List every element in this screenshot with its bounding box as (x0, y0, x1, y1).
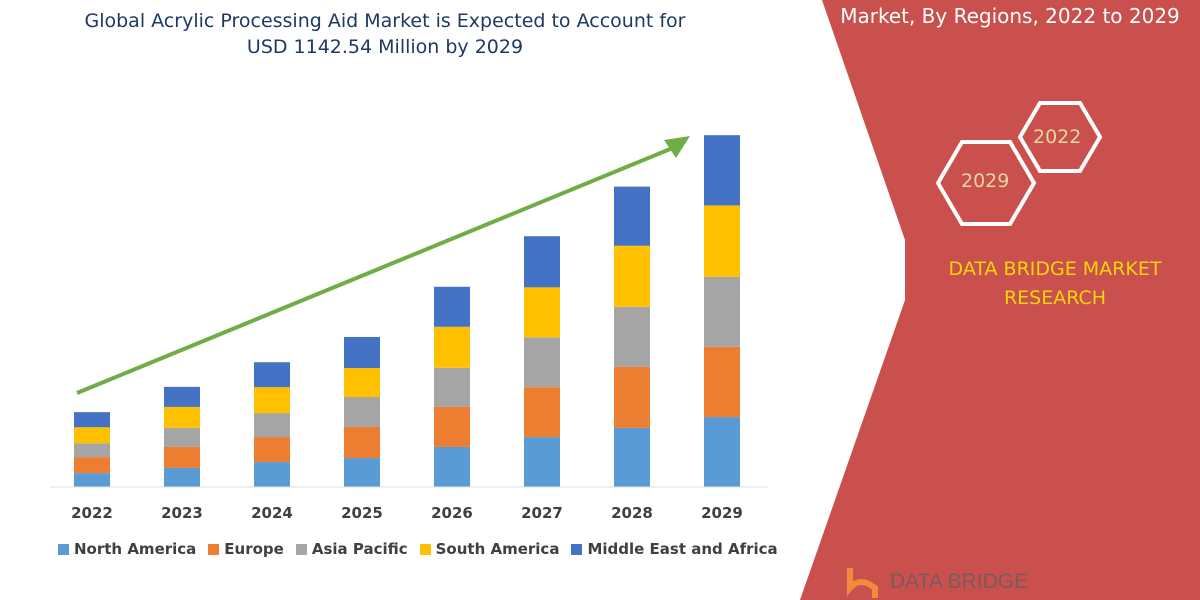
legend-item: Middle East and Africa (571, 540, 778, 558)
legend-item: Europe (208, 540, 284, 558)
legend-swatch (295, 543, 307, 555)
bar-2024-middle-east-and-africa (254, 362, 290, 388)
bar-2022-middle-east-and-africa (74, 412, 110, 428)
bar-2024-asia-pacific (254, 413, 290, 438)
bar-2022-europe (74, 457, 110, 474)
legend-label: Europe (224, 540, 284, 558)
bar-2028-middle-east-and-africa (614, 186, 650, 246)
legend-item: South America (419, 540, 560, 558)
legend-label: Middle East and Africa (587, 540, 778, 558)
brand-text: DATA BRIDGE MARKET RESEARCH (915, 255, 1195, 313)
brand-line-2: RESEARCH (1003, 287, 1107, 309)
legend-swatch (208, 543, 220, 555)
trend-arrow-head (664, 136, 690, 158)
logo-icon (847, 568, 878, 598)
bar-2023-asia-pacific (164, 427, 200, 447)
bar-2024-europe (254, 437, 290, 463)
bar-2026-europe (434, 406, 470, 447)
bar-2029-south-america (704, 205, 740, 277)
brand-line-1: DATA BRIDGE MARKET (948, 258, 1162, 280)
x-tick-label: 2029 (701, 504, 743, 522)
bar-2028-north-america (614, 427, 650, 487)
x-tick-labels: 2022 2023 2024 2025 2026 2027 2028 2029 (71, 504, 743, 522)
bar-2028-asia-pacific (614, 306, 650, 367)
hexagon-2029 (935, 140, 1037, 226)
x-tick-label: 2024 (251, 504, 293, 522)
x-tick-label: 2028 (611, 504, 653, 522)
bar-2027-asia-pacific (524, 337, 560, 388)
trend-arrow-line (76, 143, 681, 395)
bar-2023-middle-east-and-africa (164, 386, 200, 407)
bar-2026-south-america (434, 326, 470, 368)
legend-label: Asia Pacific (311, 540, 408, 558)
bar-2026-asia-pacific (434, 367, 470, 407)
title-line-2: USD 1142.54 Million by 2029 (246, 36, 524, 58)
x-tick-label: 2026 (431, 504, 473, 522)
hex-label-2022: 2022 (1033, 126, 1082, 148)
legend-item: Asia Pacific (295, 540, 408, 558)
bar-2029-north-america (704, 417, 740, 487)
legend-swatch (58, 543, 69, 555)
bar-2027-europe (524, 387, 560, 438)
x-tick-label: 2023 (161, 504, 203, 522)
x-tick-label: 2022 (71, 504, 113, 522)
side-panel (800, 0, 1200, 600)
bar-2025-south-america (344, 368, 380, 398)
bar-2024-north-america (254, 462, 290, 487)
bar-2029-middle-east-and-africa (704, 135, 740, 206)
chart-title: Global Acrylic Processing Aid Market is … (20, 8, 750, 60)
bar-2026-middle-east-and-africa (434, 286, 470, 327)
legend-label: North America (74, 540, 197, 558)
legend-swatch (571, 543, 583, 555)
hexagon-2022 (1017, 101, 1103, 173)
bar-2024-south-america (254, 387, 290, 414)
bar-2025-middle-east-and-africa (344, 336, 380, 369)
bar-2028-south-america (614, 245, 650, 307)
logo-text: DATA BRIDGE (890, 570, 1029, 593)
x-tick-label: 2027 (521, 504, 563, 522)
bar-2023-europe (164, 446, 200, 468)
bar-2023-north-america (164, 467, 200, 487)
bar-2025-north-america (344, 458, 380, 487)
bar-2027-middle-east-and-africa (524, 236, 560, 288)
title-line-1: Global Acrylic Processing Aid Market is … (84, 10, 686, 32)
bar-2022-north-america (74, 473, 110, 487)
bar-2025-europe (344, 426, 380, 459)
bar-2027-south-america (524, 287, 560, 338)
side-title: Market, By Regions, 2022 to 2029 (840, 4, 1180, 28)
bar-2028-europe (614, 366, 650, 428)
legend: North America Europe Asia Pacific South Ame… (58, 540, 778, 558)
bar-2029-asia-pacific (704, 276, 740, 347)
hex-label-2029: 2029 (961, 170, 1010, 192)
bar-2025-asia-pacific (344, 397, 380, 427)
chart-plot (74, 135, 740, 487)
bar-2027-north-america (524, 437, 560, 487)
x-tick-label: 2025 (341, 504, 383, 522)
bar-2022-south-america (74, 427, 110, 444)
bar-2026-north-america (434, 446, 470, 487)
legend-swatch (419, 543, 431, 555)
legend-item: North America (58, 540, 196, 558)
bar-2023-south-america (164, 406, 200, 428)
legend-label: South America (435, 540, 560, 558)
bar-2022-asia-pacific (74, 443, 110, 458)
bar-2029-europe (704, 346, 740, 418)
